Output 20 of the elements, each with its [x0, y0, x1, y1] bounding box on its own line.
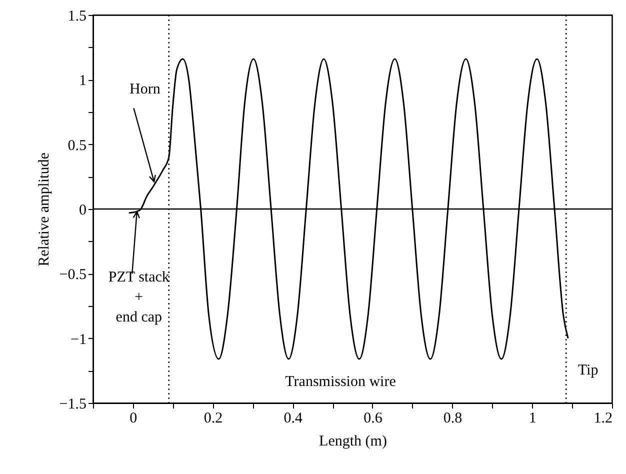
y-tick-label: 1: [79, 73, 86, 90]
annotation: Horn: [129, 82, 161, 98]
y-tick-label: 0.5: [68, 138, 86, 154]
y-tick-label: 0: [79, 202, 86, 218]
y-axis-title: Relative amplitude: [36, 152, 52, 266]
x-tick-label: 1: [528, 410, 536, 426]
y-tick-label: −1: [70, 332, 86, 348]
annotation: PZT stack + end cap: [108, 269, 170, 326]
x-tick-label: 1.2: [594, 410, 612, 426]
y-tick-label: 1.5: [68, 8, 86, 24]
y-tick-label: −0.5: [59, 267, 86, 284]
annotation: Tip: [578, 362, 598, 378]
annotation: Transmission wire: [285, 374, 396, 390]
y-tick-label: −1.5: [59, 396, 86, 412]
x-tick-label: 0.2: [204, 410, 223, 426]
x-tick-label: 0.8: [443, 410, 462, 426]
x-axis-title: Length (m): [319, 434, 387, 450]
x-tick-label: 0.6: [364, 410, 383, 426]
x-tick-label: 0: [130, 410, 138, 426]
x-tick-label: 0.4: [284, 410, 303, 426]
